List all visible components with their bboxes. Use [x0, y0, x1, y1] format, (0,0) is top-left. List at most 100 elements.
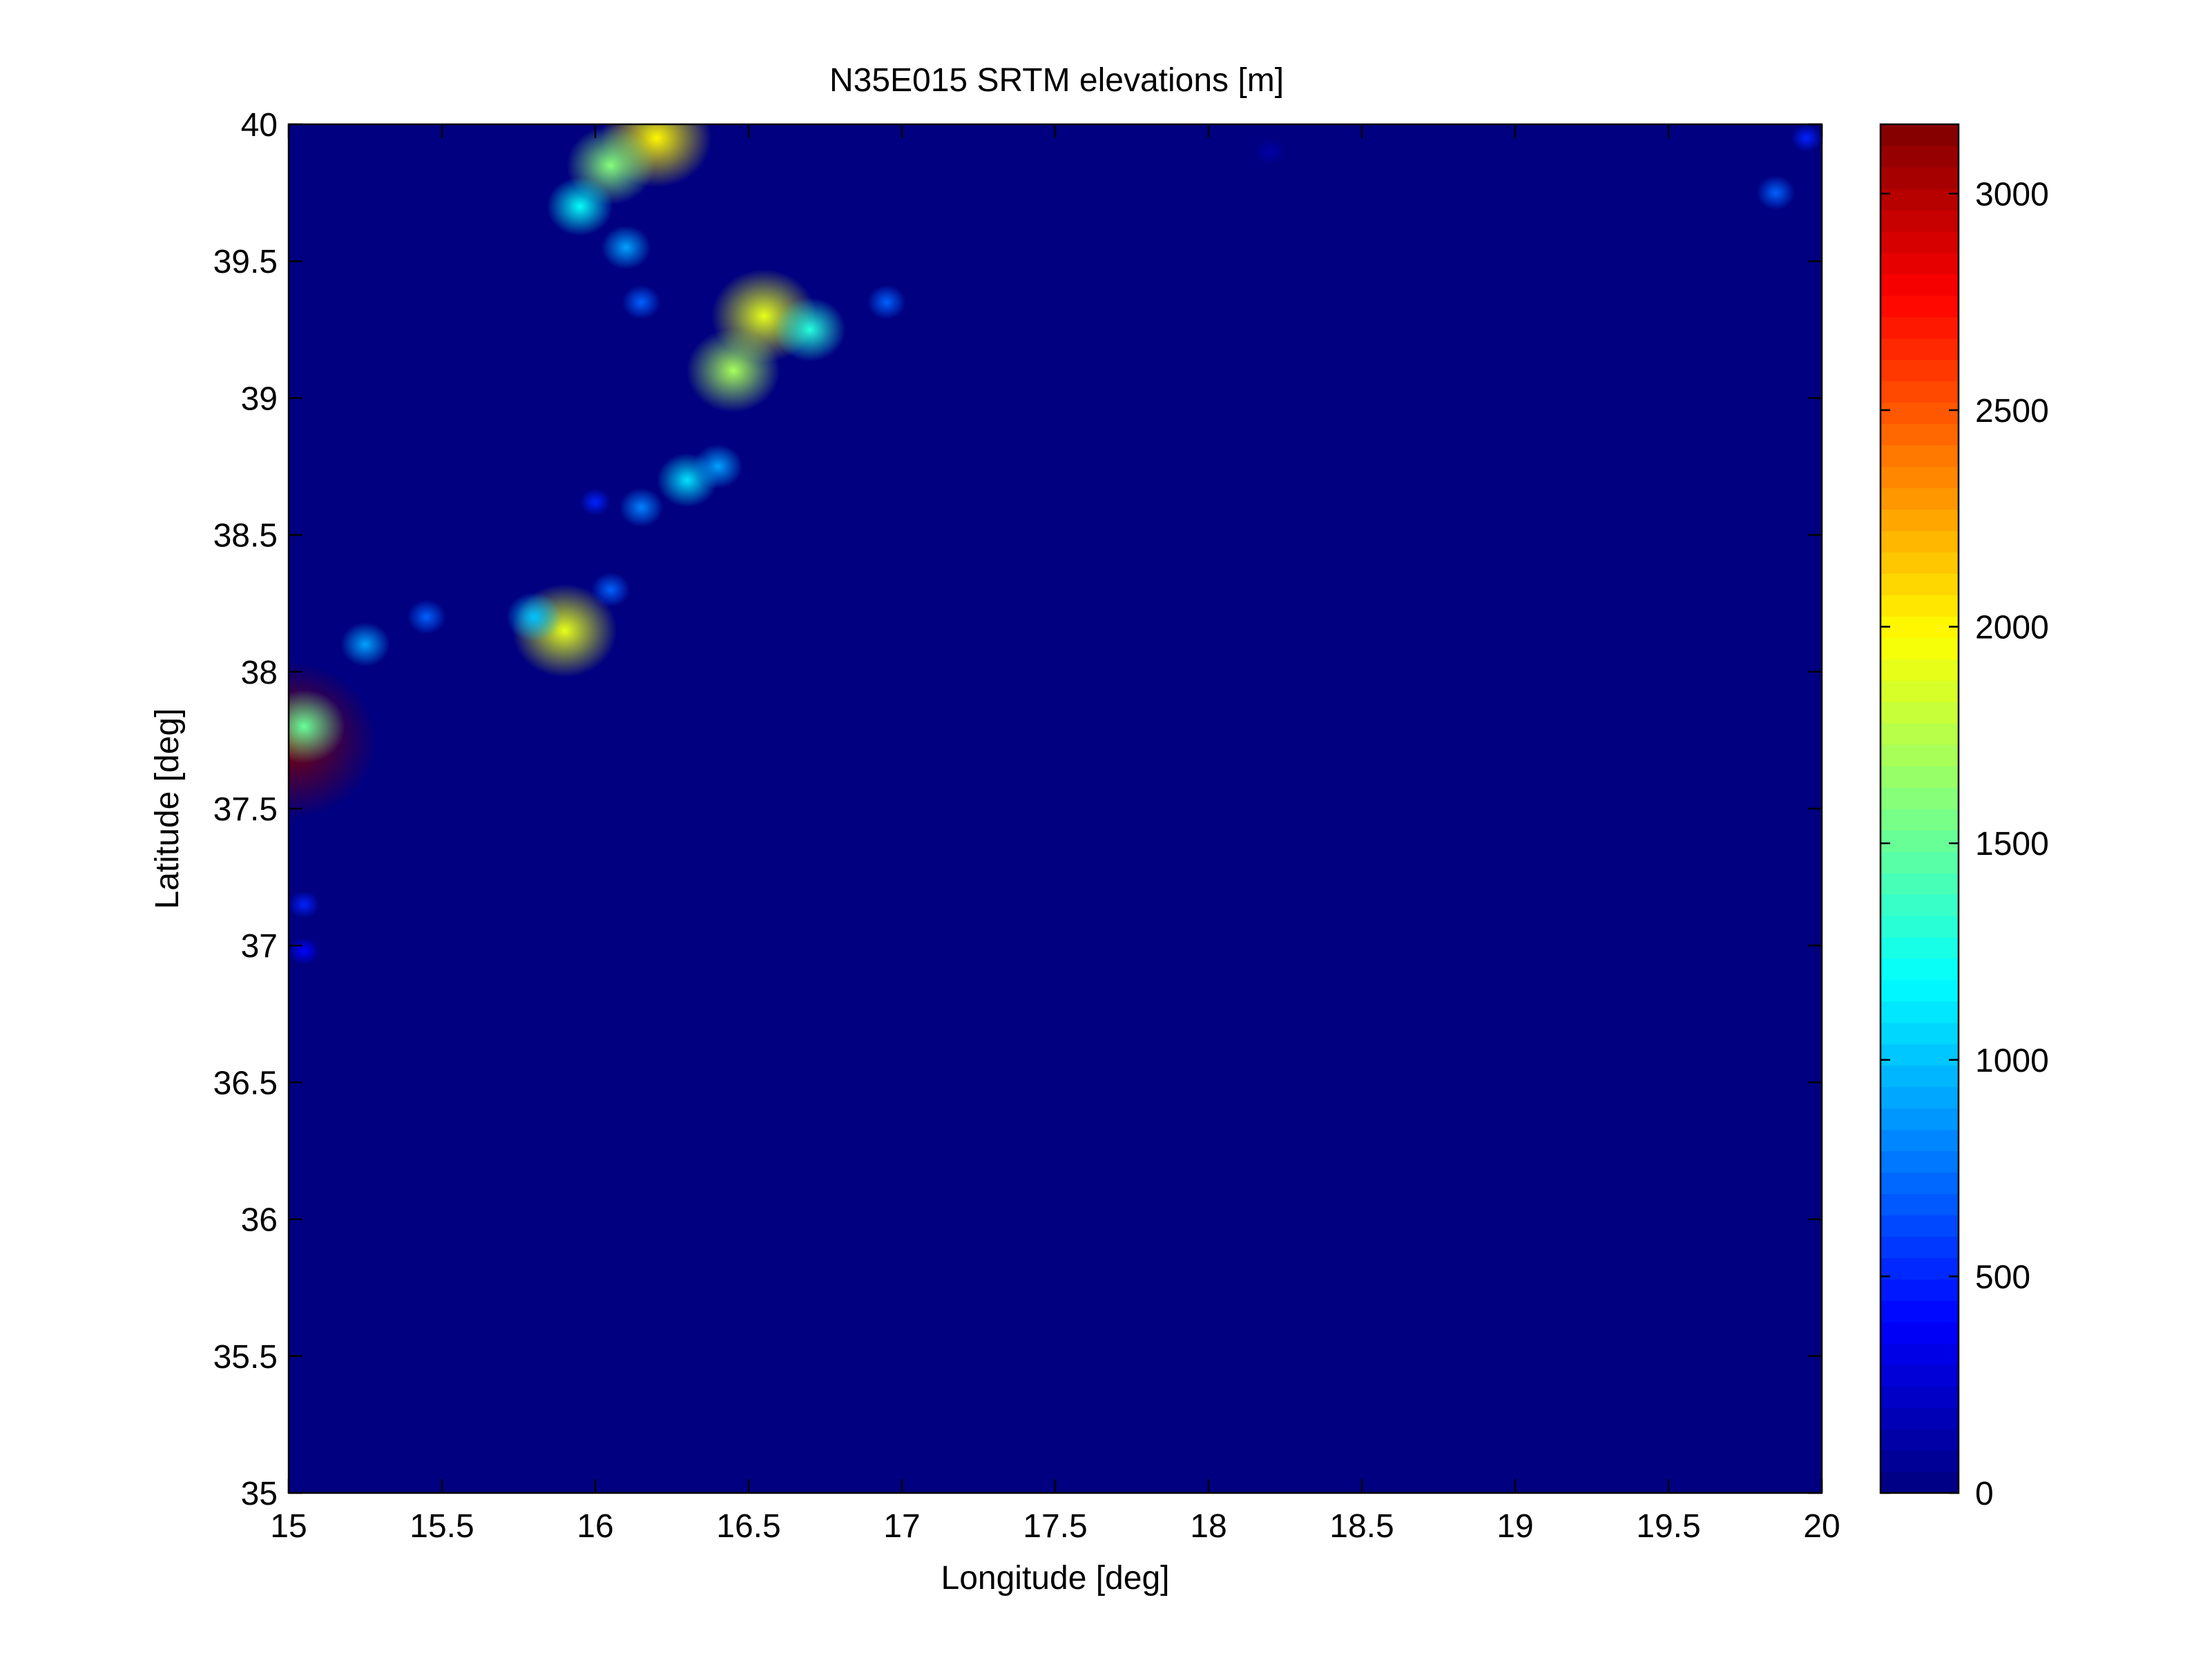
colorbar-band [1881, 936, 1959, 959]
colorbar-band [1881, 573, 1959, 595]
colorbar-tick-label: 0 [1975, 1476, 1994, 1512]
x-tick-label: 17 [883, 1508, 920, 1545]
x-tick-label: 17.5 [1023, 1508, 1087, 1545]
colorbar-band [1881, 659, 1959, 681]
elevation-feature [686, 329, 780, 413]
x-tick-label: 15.5 [410, 1508, 474, 1545]
x-axis: 15 15.5 16 16.5 17 17.5 18 18.5 19 19.5 20 [270, 124, 1840, 1545]
colorbar-band [1881, 1257, 1959, 1280]
colorbar-band [1881, 616, 1959, 638]
elevation-feature [289, 937, 320, 965]
colorbar-band [1881, 915, 1959, 938]
colorbar-band [1881, 894, 1959, 916]
colorbar-band [1881, 338, 1959, 360]
y-tick-label: 38 [241, 655, 278, 691]
colorbar: 0 500 1000 1500 2000 2500 3000 [1879, 123, 2049, 1512]
elevation-feature [289, 689, 346, 764]
colorbar-band [1881, 872, 1959, 895]
colorbar-gradient [1881, 124, 1959, 1494]
elevation-feature [601, 225, 651, 270]
elevation-feature [1756, 175, 1796, 211]
x-tick-label: 19 [1497, 1508, 1533, 1545]
colorbar-frame [1879, 123, 1960, 1494]
colorbar-band [1881, 1386, 1959, 1408]
elevation-feature [1254, 137, 1286, 166]
elevation-heatmap [289, 124, 1822, 1493]
colorbar-band [1881, 744, 1959, 767]
y-tick-label: 39 [241, 380, 278, 417]
colorbar-band [1881, 445, 1959, 467]
colorbar-band [1881, 252, 1959, 275]
heatmap-base [289, 124, 1822, 1493]
colorbar-band [1881, 231, 1959, 253]
x-tick-label: 16.5 [716, 1508, 780, 1545]
colorbar-band [1881, 958, 1959, 981]
colorbar-band [1881, 702, 1959, 724]
y-tick-label: 39.5 [213, 244, 278, 280]
x-tick-label: 15 [270, 1508, 307, 1545]
elevation-feature [619, 488, 664, 528]
chart-title: N35E015 SRTM elevations [m] [829, 62, 1284, 99]
colorbar-band [1881, 1365, 1959, 1387]
colorbar-band [1881, 145, 1959, 168]
colorbar-band [1881, 1129, 1959, 1152]
elevation-feature [1791, 124, 1822, 152]
colorbar-band [1881, 979, 1959, 1002]
y-tick-label: 37.5 [213, 791, 278, 828]
colorbar-band [1881, 1322, 1959, 1344]
colorbar-band [1881, 1022, 1959, 1045]
colorbar-tick-label: 2000 [1975, 610, 2049, 646]
colorbar-band [1881, 1086, 1959, 1109]
elevation-feature [546, 177, 613, 236]
colorbar-band [1881, 402, 1959, 425]
colorbar-axis: 0 500 1000 1500 2000 2500 3000 [1881, 176, 2049, 1512]
x-tick-label: 16 [577, 1508, 613, 1545]
colorbar-band [1881, 466, 1959, 489]
colorbar-band [1881, 1193, 1959, 1216]
colorbar-band [1881, 809, 1959, 831]
x-tick-label: 18.5 [1329, 1508, 1394, 1545]
colorbar-band [1881, 1450, 1959, 1472]
y-axis-label: Latitude [deg] [149, 708, 186, 909]
y-tick-label: 36 [241, 1202, 278, 1239]
colorbar-band [1881, 209, 1959, 232]
colorbar-band [1881, 1108, 1959, 1130]
colorbar-tick-label: 1000 [1975, 1043, 2049, 1079]
colorbar-band [1881, 1472, 1959, 1494]
elevation-feature [622, 285, 661, 320]
x-tick-label: 20 [1803, 1508, 1840, 1545]
elevation-feature [340, 622, 390, 667]
colorbar-band [1881, 1407, 1959, 1429]
colorbar-tick-label: 2500 [1975, 393, 2049, 430]
colorbar-band [1881, 188, 1959, 211]
colorbar-band [1881, 1429, 1959, 1451]
elevation-feature [773, 297, 846, 362]
colorbar-band [1881, 723, 1959, 745]
colorbar-band [1881, 552, 1959, 574]
elevation-feature [693, 444, 743, 489]
colorbar-band [1881, 273, 1959, 296]
colorbar-band [1881, 1065, 1959, 1088]
y-axis: 35 35.5 36 36.5 37 37.5 38 38.5 39 39.5 40 [213, 107, 1822, 1512]
colorbar-band [1881, 680, 1959, 702]
y-tick-label: 35.5 [213, 1339, 278, 1376]
colorbar-tick-label: 1500 [1975, 826, 2049, 862]
elevation-feature [506, 592, 562, 642]
colorbar-band [1881, 637, 1959, 659]
colorbar-band [1881, 829, 1959, 852]
colorbar-band [1881, 1300, 1959, 1322]
colorbar-band [1881, 1043, 1959, 1066]
x-axis-label: Longitude [deg] [941, 1560, 1170, 1597]
x-tick-label: 18 [1190, 1508, 1227, 1545]
colorbar-band [1881, 380, 1959, 403]
colorbar-tick-label: 500 [1975, 1259, 2030, 1295]
colorbar-band [1881, 316, 1959, 339]
elevation-feature [867, 285, 906, 320]
colorbar-band [1881, 1236, 1959, 1258]
elevation-feature [407, 599, 446, 635]
colorbar-band [1881, 488, 1959, 510]
plot-area [287, 123, 1823, 1494]
y-tick-label: 35 [241, 1476, 278, 1512]
y-tick-label: 40 [241, 107, 278, 144]
